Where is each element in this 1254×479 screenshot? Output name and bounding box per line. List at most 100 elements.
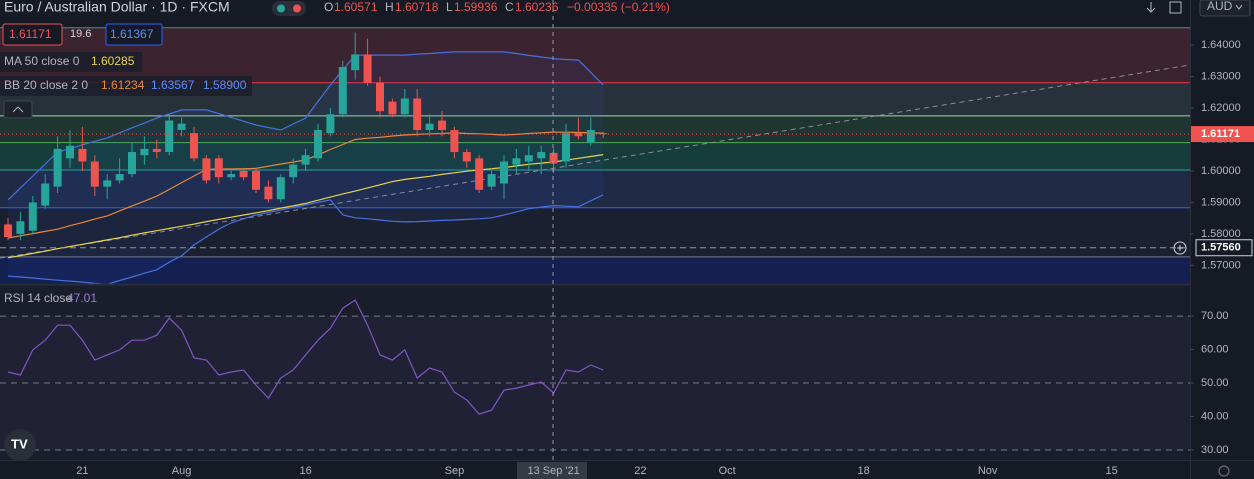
zone (0, 207, 1190, 257)
candle-body (202, 158, 211, 181)
bb-lower-value: 1.58900 (203, 78, 247, 92)
toolbar-icon[interactable] (1169, 1, 1182, 14)
y-tick-label: 30.00 (1201, 444, 1229, 456)
candle-body (475, 158, 484, 190)
candle-body (115, 174, 124, 181)
ohlc-label: L (446, 0, 453, 14)
candle-body (264, 186, 273, 200)
y-tick-label: 1.63000 (1201, 70, 1241, 82)
status-dot (277, 4, 285, 13)
candle-body (549, 152, 558, 164)
ohlc-value: 1.59936 (454, 0, 498, 14)
candle-body (512, 158, 521, 165)
zone (0, 169, 1190, 208)
legend-bg (0, 76, 252, 96)
candle-body (487, 174, 496, 187)
svg-text:TV: TV (11, 436, 28, 451)
rsi-pane (0, 285, 1190, 460)
x-tick-label: Aug (172, 465, 192, 477)
x-tick-label: 21 (76, 465, 88, 477)
legend-bg (0, 52, 142, 72)
candle-body (314, 130, 322, 159)
currency-select[interactable] (1199, 0, 1251, 17)
status-dot (293, 4, 301, 13)
candle-body (28, 202, 37, 231)
candle-body (152, 148, 161, 153)
price-axis (1190, 0, 1254, 460)
rsi-value: 47.01 (67, 291, 97, 305)
sell-button[interactable] (2, 23, 63, 46)
zone (0, 115, 1190, 143)
candle-body (214, 158, 223, 178)
candle-body (450, 130, 459, 153)
candle-body (438, 120, 446, 131)
change: −0.00335 (−0.21%) (567, 0, 670, 14)
candle-body (4, 224, 12, 238)
y-tick-label: 70.00 (1201, 310, 1229, 322)
candle-body (338, 67, 347, 115)
ohlc-label: O (324, 0, 333, 14)
candle-body (562, 133, 570, 162)
x-tick-label: 16 (299, 465, 311, 477)
candle-body (500, 161, 508, 184)
ohlc-value: 1.60236 (515, 0, 559, 14)
bb-legend[interactable]: BB 20 close 2 0 (4, 78, 88, 92)
y-tick-label: 1.60000 (1201, 165, 1241, 177)
crosshair-date-box (517, 462, 587, 479)
candle-body (388, 101, 397, 115)
candle-body (103, 180, 112, 187)
x-tick-label: Oct (719, 465, 736, 477)
logo[interactable]: TV (4, 429, 36, 461)
ohlc-value: 1.60718 (395, 0, 439, 14)
collapse-button[interactable] (3, 100, 33, 119)
currency[interactable]: AUD (1207, 0, 1233, 13)
x-tick-label: 22 (634, 465, 646, 477)
candle-body (16, 221, 25, 234)
marker-label-box (1195, 239, 1253, 257)
candle-body (326, 114, 335, 134)
last-price-box (1191, 126, 1254, 143)
x-tick-label: Nov (978, 465, 998, 477)
sell-price[interactable]: 1.61171 (9, 27, 52, 41)
candle-body (177, 123, 186, 131)
y-tick-label: 50.00 (1201, 377, 1229, 389)
bb-upper-value: 1.63567 (151, 78, 195, 92)
candle-body (140, 148, 149, 156)
candle-body (78, 148, 87, 162)
symbol-title[interactable]: Euro / Australian Dollar · 1D · FXCM (4, 0, 230, 15)
add-alert-icon[interactable] (1173, 241, 1187, 255)
zone (0, 256, 1190, 283)
ohlc-value: 1.60571 (334, 0, 378, 14)
candle-body (165, 120, 174, 153)
rsi-legend[interactable]: RSI 14 close (4, 291, 72, 305)
dropdown-arrow (1235, 4, 1243, 10)
candle-body (190, 133, 198, 159)
candle-body (413, 98, 422, 131)
candle-body (66, 145, 74, 159)
buy-button[interactable] (105, 23, 163, 46)
buy-price[interactable]: 1.61367 (110, 27, 154, 41)
candle-body (301, 155, 310, 165)
candle-body (363, 54, 372, 83)
ma-legend[interactable]: MA 50 close 0 (4, 54, 80, 68)
marker-label: 1.57560 (1201, 242, 1241, 254)
candle-body (599, 133, 608, 135)
candle-body (239, 170, 248, 178)
zone (0, 27, 1190, 83)
toolbar-icon[interactable] (1146, 2, 1156, 13)
ma-value: 1.60285 (91, 54, 135, 68)
candle-body (425, 123, 434, 131)
indicator-line (7, 51, 604, 201)
chevron (12, 106, 24, 113)
candle-body (252, 170, 260, 190)
y-tick-label: 60.00 (1201, 343, 1229, 355)
candle-body (537, 152, 546, 159)
settings-icon[interactable] (1218, 465, 1230, 477)
candle-body (289, 164, 298, 178)
candle-body (574, 133, 583, 137)
y-tick-label: 1.57000 (1201, 259, 1241, 271)
indicator-line (7, 299, 604, 415)
bb-basis-value: 1.61234 (101, 78, 145, 92)
candle-body (400, 98, 409, 115)
y-tick-label: 1.62000 (1201, 102, 1241, 114)
